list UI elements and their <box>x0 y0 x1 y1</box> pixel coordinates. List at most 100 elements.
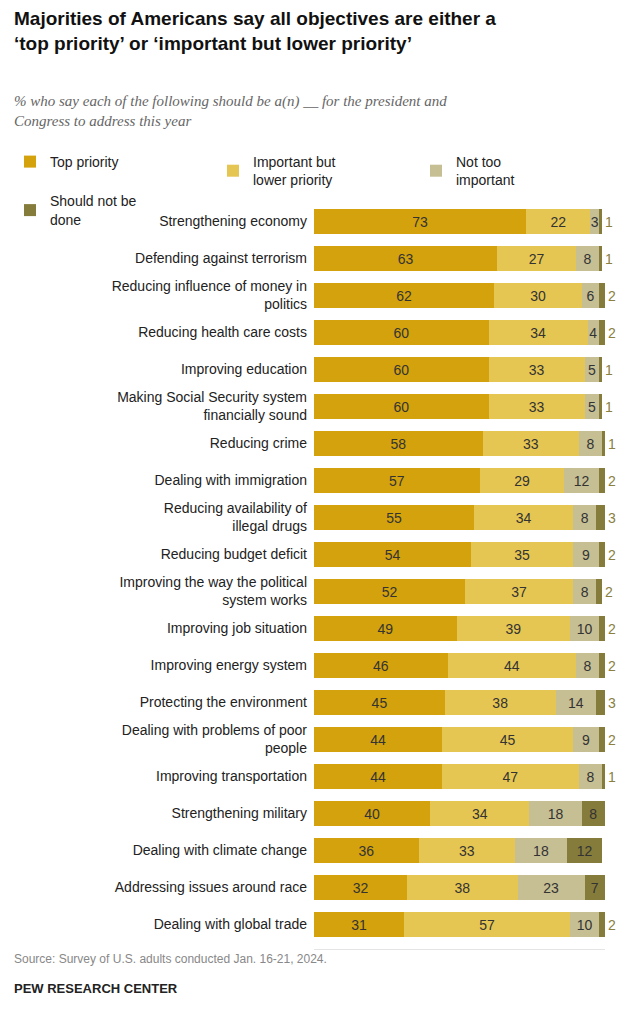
svg-text:Defending against terrorism: Defending against terrorism <box>135 250 307 266</box>
svg-text:30: 30 <box>530 288 546 304</box>
svg-text:9: 9 <box>582 732 590 748</box>
svg-text:49: 49 <box>377 621 393 637</box>
svg-text:45: 45 <box>500 732 516 748</box>
svg-text:2: 2 <box>608 325 616 341</box>
svg-text:7: 7 <box>591 880 599 896</box>
svg-text:52: 52 <box>382 584 398 600</box>
svg-text:Improving education: Improving education <box>181 361 307 377</box>
svg-text:39: 39 <box>505 621 521 637</box>
svg-text:Dealing with problems of poorp: Dealing with problems of poorpeople <box>122 722 308 756</box>
svg-text:9: 9 <box>582 547 590 563</box>
svg-text:34: 34 <box>530 325 546 341</box>
svg-text:4: 4 <box>589 325 597 341</box>
svg-text:2: 2 <box>608 732 616 748</box>
svg-text:Improving transportation: Improving transportation <box>156 768 307 784</box>
svg-text:Reducing influence of money in: Reducing influence of money inpolitics <box>112 278 307 312</box>
svg-text:1: 1 <box>608 769 616 785</box>
svg-text:1: 1 <box>605 251 613 267</box>
svg-text:Dealing with climate change: Dealing with climate change <box>133 842 308 858</box>
svg-text:33: 33 <box>529 399 545 415</box>
svg-text:44: 44 <box>370 769 386 785</box>
svg-text:1: 1 <box>605 362 613 378</box>
svg-text:37: 37 <box>511 584 527 600</box>
svg-text:2: 2 <box>608 621 616 637</box>
svg-text:3: 3 <box>591 214 599 230</box>
svg-text:2: 2 <box>608 288 616 304</box>
svg-text:8: 8 <box>589 806 597 822</box>
svg-text:33: 33 <box>529 362 545 378</box>
svg-text:Reducing crime: Reducing crime <box>210 435 307 451</box>
svg-text:60: 60 <box>393 325 409 341</box>
svg-text:58: 58 <box>390 436 406 452</box>
svg-text:45: 45 <box>372 695 388 711</box>
svg-text:Strengthening economy: Strengthening economy <box>159 213 307 229</box>
svg-text:Majorities of Americans say al: Majorities of Americans say all objectiv… <box>14 8 496 54</box>
svg-text:Addressing issues around race: Addressing issues around race <box>115 879 307 895</box>
svg-text:32: 32 <box>353 880 369 896</box>
svg-text:Reducing health care costs: Reducing health care costs <box>138 324 307 340</box>
svg-text:62: 62 <box>396 288 412 304</box>
svg-text:Strengthening military: Strengthening military <box>172 805 307 821</box>
svg-text:18: 18 <box>533 843 549 859</box>
svg-text:6: 6 <box>586 288 594 304</box>
svg-text:34: 34 <box>472 806 488 822</box>
svg-text:44: 44 <box>370 732 386 748</box>
svg-text:10: 10 <box>577 621 593 637</box>
svg-text:Should not bedone: Should not bedone <box>50 193 137 227</box>
svg-text:8: 8 <box>584 251 592 267</box>
svg-text:8: 8 <box>586 436 594 452</box>
svg-text:46: 46 <box>373 658 389 674</box>
svg-text:60: 60 <box>393 362 409 378</box>
svg-text:40: 40 <box>364 806 380 822</box>
svg-text:5: 5 <box>588 362 596 378</box>
svg-text:Protecting the environment: Protecting the environment <box>140 694 307 710</box>
svg-text:Source: Survey of U.S. adults: Source: Survey of U.S. adults conducted … <box>14 952 327 966</box>
svg-text:14: 14 <box>568 695 584 711</box>
svg-text:29: 29 <box>514 473 530 489</box>
svg-text:31: 31 <box>351 917 367 933</box>
svg-text:Dealing with global trade: Dealing with global trade <box>154 916 308 932</box>
svg-text:63: 63 <box>398 251 414 267</box>
svg-text:35: 35 <box>514 547 530 563</box>
svg-text:3: 3 <box>608 695 616 711</box>
svg-text:60: 60 <box>393 399 409 415</box>
svg-text:12: 12 <box>574 473 590 489</box>
svg-text:2: 2 <box>608 473 616 489</box>
svg-text:% who say each of the followin: % who say each of the following should b… <box>14 93 447 129</box>
svg-text:Reducing budget deficit: Reducing budget deficit <box>161 546 307 562</box>
svg-text:1: 1 <box>605 214 613 230</box>
svg-text:Improving the way the politica: Improving the way the politicalsystem wo… <box>119 574 307 608</box>
svg-text:Dealing with immigration: Dealing with immigration <box>154 472 307 488</box>
svg-text:2: 2 <box>608 658 616 674</box>
svg-text:34: 34 <box>516 510 532 526</box>
svg-text:18: 18 <box>548 806 564 822</box>
svg-text:12: 12 <box>577 843 593 859</box>
svg-text:2: 2 <box>608 547 616 563</box>
svg-text:Important butlower priority: Important butlower priority <box>253 154 336 188</box>
svg-text:Improving energy system: Improving energy system <box>151 657 307 673</box>
svg-text:PEW RESEARCH CENTER: PEW RESEARCH CENTER <box>14 981 178 996</box>
svg-text:22: 22 <box>551 214 567 230</box>
svg-text:54: 54 <box>385 547 401 563</box>
svg-text:8: 8 <box>581 510 589 526</box>
svg-text:Reducing availability ofillega: Reducing availability ofillegal drugs <box>164 500 307 534</box>
svg-text:2: 2 <box>608 917 616 933</box>
svg-text:5: 5 <box>588 399 596 415</box>
svg-text:33: 33 <box>523 436 539 452</box>
svg-text:33: 33 <box>459 843 475 859</box>
svg-text:Improving job situation: Improving job situation <box>167 620 307 636</box>
svg-text:57: 57 <box>389 473 405 489</box>
svg-text:55: 55 <box>386 510 402 526</box>
svg-text:57: 57 <box>479 917 495 933</box>
svg-text:2: 2 <box>605 584 613 600</box>
svg-text:1: 1 <box>608 436 616 452</box>
svg-text:8: 8 <box>584 658 592 674</box>
svg-text:38: 38 <box>492 695 508 711</box>
svg-text:1: 1 <box>605 399 613 415</box>
svg-text:Not tooimportant: Not tooimportant <box>456 154 514 188</box>
svg-text:36: 36 <box>358 843 374 859</box>
svg-text:44: 44 <box>504 658 520 674</box>
svg-text:23: 23 <box>543 880 559 896</box>
svg-text:73: 73 <box>412 214 428 230</box>
svg-text:8: 8 <box>581 584 589 600</box>
